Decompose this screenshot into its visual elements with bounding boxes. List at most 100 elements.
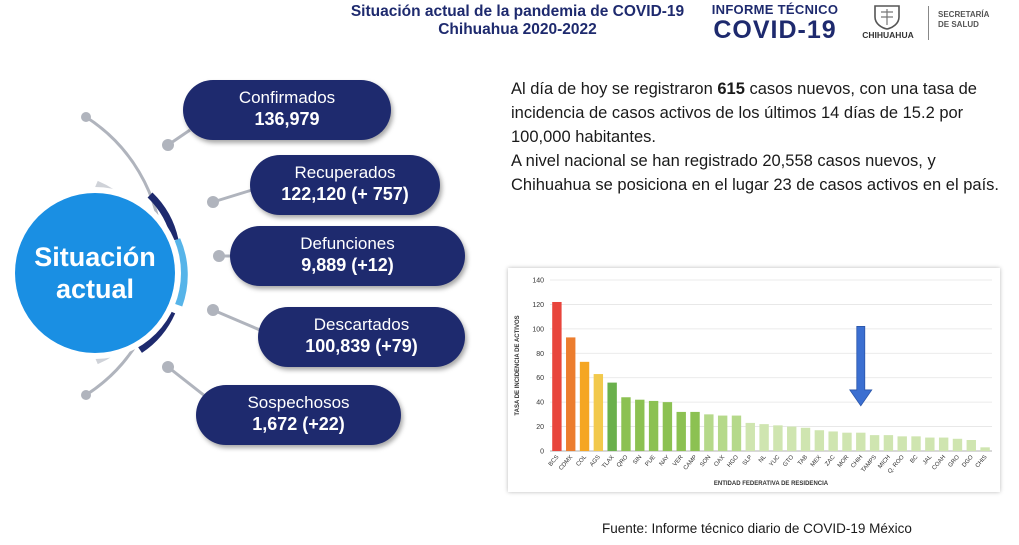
- bar-zac: [828, 431, 838, 451]
- x-tick-label: TLAX: [601, 454, 615, 469]
- stat-descartados: Descartados 100,839 (+79): [258, 307, 465, 367]
- bar-mex: [814, 430, 825, 451]
- bar-oax: [717, 415, 728, 451]
- secretaria-line1: SECRETARÍA: [938, 10, 990, 19]
- y-axis-label: TASA DE INCIDENCIA DE ACTIVOS: [515, 315, 521, 415]
- x-tick-label: SIN: [632, 454, 643, 466]
- y-tick-label: 80: [536, 351, 544, 358]
- y-tick-label: 0: [540, 449, 544, 456]
- secretaria-line2: DE SALUD: [938, 20, 979, 29]
- x-tick-label: YUC: [769, 454, 782, 468]
- bar-tab: [800, 427, 811, 451]
- x-tick-label: COL: [576, 454, 589, 468]
- x-tick-label: PUE: [645, 454, 658, 467]
- x-tick-label: BCS: [548, 454, 561, 467]
- bar-ags: [593, 374, 604, 451]
- report-title-line1: Situación actual de la pandemia de COVID…: [350, 3, 685, 20]
- brand-line2: COVID-19: [713, 16, 837, 44]
- bar-dgo: [966, 440, 976, 451]
- bar-bc: [911, 436, 921, 451]
- bar-slp: [745, 422, 755, 451]
- stat-value: 9,889 (+12): [301, 255, 394, 275]
- x-axis-label: ENTIDAD FEDERATIVA DE RESIDENCIA: [714, 481, 829, 487]
- highlight-arrow-icon: [849, 326, 873, 407]
- x-tick-label: CAMP: [683, 454, 699, 471]
- stat-recuperados: Recuperados 122,120 (+ 757): [250, 155, 440, 215]
- new-cases-count: 615: [717, 80, 745, 98]
- x-tick-label: GTO: [782, 454, 795, 468]
- stat-sospechosos: Sospechosos 1,672 (+22): [196, 385, 401, 445]
- x-tick-label: SON: [699, 454, 712, 468]
- bar-mor: [842, 432, 852, 451]
- x-tick-label: OAX: [713, 454, 726, 468]
- source-note: Fuente: Informe técnico diario de COVID-…: [602, 521, 912, 536]
- x-tick-label: BC: [910, 454, 920, 465]
- secretaria-label: SECRETARÍA DE SALUD: [938, 10, 989, 30]
- y-tick-label: 140: [532, 278, 544, 285]
- x-tick-label: QRO: [616, 454, 630, 469]
- x-tick-label: NAY: [659, 454, 671, 467]
- bar-camp: [690, 411, 700, 451]
- summary-p1-after: casos nuevos, con una tasa de incidencia…: [511, 80, 977, 146]
- bar-coah: [938, 437, 949, 451]
- bar-tamps: [869, 435, 880, 451]
- x-tick-label: VER: [672, 454, 685, 468]
- bar-yuc: [773, 425, 783, 451]
- x-tick-label: CHIS: [975, 454, 989, 469]
- x-tick-label: TAB: [797, 454, 809, 466]
- x-tick-label: MOR: [837, 454, 851, 469]
- stat-value: 1,672 (+22): [252, 414, 345, 434]
- bar-tlax: [607, 382, 617, 451]
- stat-value: 122,120 (+ 757): [281, 184, 409, 204]
- y-tick-label: 100: [532, 326, 544, 333]
- stat-label: Descartados: [313, 315, 410, 334]
- bar-qro: [621, 397, 631, 451]
- x-tick-label: COAH: [931, 454, 947, 471]
- summary-p1-before: Al día de hoy se registraron: [511, 80, 718, 98]
- x-tick-label: GRO: [948, 454, 962, 469]
- bar-sin: [635, 399, 645, 451]
- stat-label: Sospechosos: [247, 393, 350, 412]
- state-label: CHIHUAHUA: [862, 30, 914, 40]
- situacion-actual-circle: Situación actual: [15, 193, 175, 353]
- incidence-chart-panel: 0 20 40 60 80 100 120 140 BCS CDMX COL AGS TLAX QRO SI…: [508, 268, 1000, 492]
- summary-text: Al día de hoy se registraron 615 casos n…: [511, 77, 1006, 197]
- x-tick-label: JAL: [922, 454, 934, 466]
- bar-cdmx: [566, 337, 576, 451]
- report-title: Situación actual de la pandemia de COVID…: [330, 3, 705, 39]
- x-tick-label: HGO: [727, 454, 741, 469]
- bar-qroo: [897, 436, 907, 451]
- bar-mich: [883, 435, 894, 451]
- stat-defunciones: Defunciones 9,889 (+12): [230, 226, 465, 286]
- summary-paragraph-1: Al día de hoy se registraron 615 casos n…: [511, 77, 1006, 149]
- x-tick-label: AGS: [589, 454, 602, 468]
- stat-value: 100,839 (+79): [305, 336, 418, 356]
- y-tick-label: 40: [536, 400, 544, 407]
- stat-label: Defunciones: [300, 234, 395, 253]
- chihuahua-shield-icon: [874, 5, 900, 30]
- stat-label: Confirmados: [238, 88, 336, 107]
- x-tick-label: ZAC: [824, 454, 837, 468]
- situacion-actual-label: Situación actual: [34, 242, 156, 304]
- x-tick-label: MEX: [810, 454, 823, 468]
- stat-confirmados: Confirmados 136,979: [183, 80, 391, 140]
- bar-pue: [648, 400, 659, 451]
- y-tick-label: 20: [536, 424, 544, 431]
- stat-label: Recuperados: [294, 163, 396, 182]
- covid-brand-logo: INFORME TÉCNICO COVID-19: [705, 2, 845, 43]
- bar-jal: [925, 437, 935, 451]
- bar-bcs: [552, 301, 562, 451]
- bar-chih: [856, 432, 866, 451]
- report-title-line2: Chihuahua 2020-2022: [438, 21, 597, 38]
- bar-hgo: [731, 415, 742, 451]
- y-tick-label: 120: [532, 302, 544, 309]
- header-divider: [928, 6, 929, 40]
- x-tick-label: DGO: [961, 454, 975, 469]
- stat-value: 136,979: [254, 109, 320, 129]
- x-tick-label: CDMX: [558, 454, 574, 471]
- bar-gto: [787, 426, 797, 451]
- bar-nay: [662, 402, 673, 451]
- bar-son: [704, 414, 714, 451]
- y-tick-label: 60: [536, 375, 544, 382]
